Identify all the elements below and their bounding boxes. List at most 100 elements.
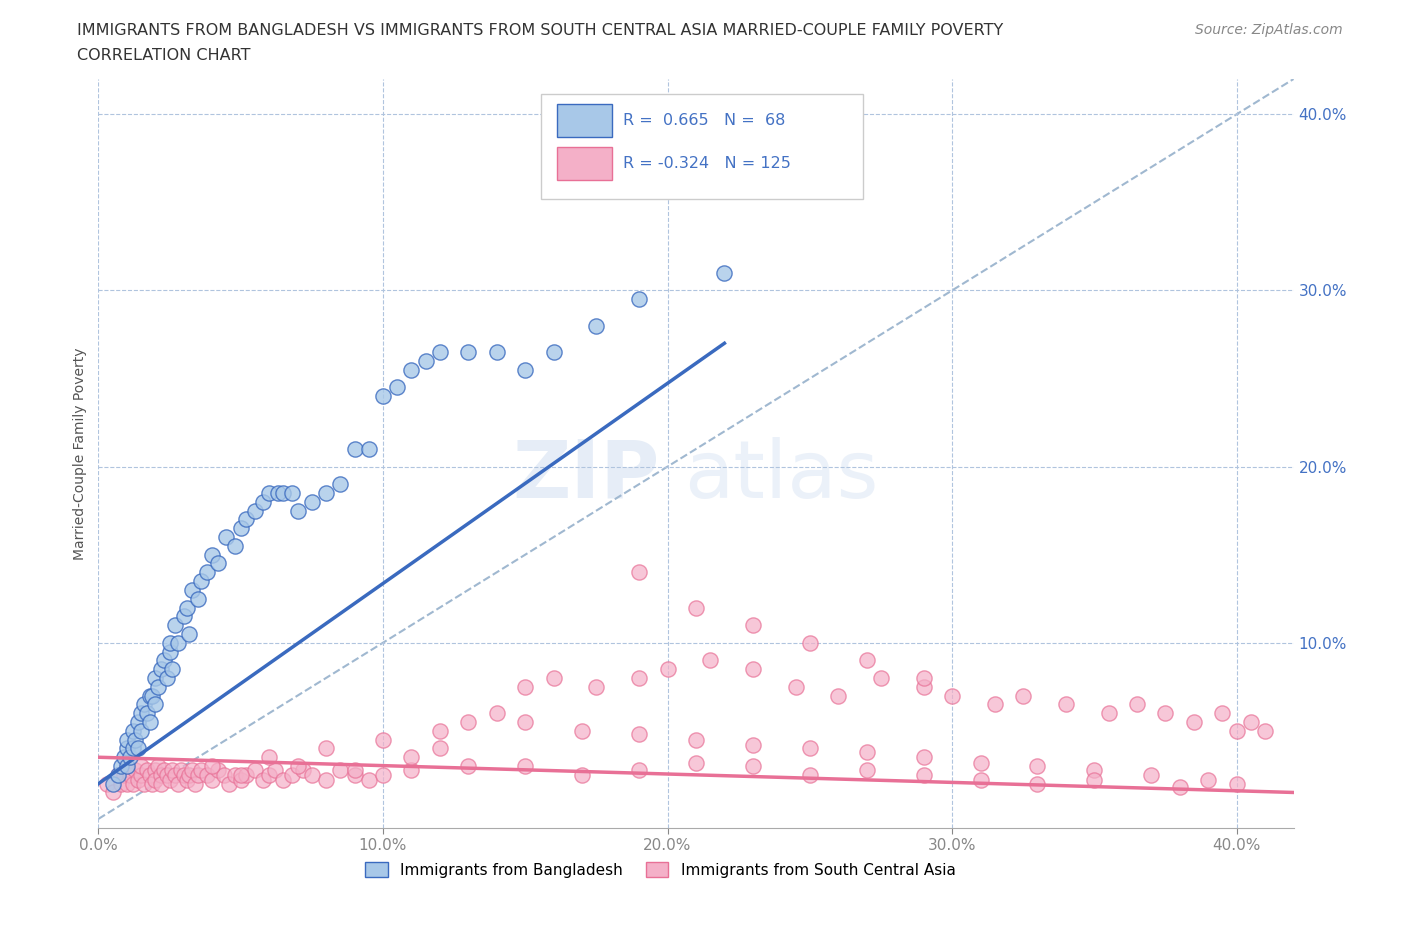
Point — [110, 777, 132, 791]
Point — [112, 750, 135, 764]
Point — [257, 485, 280, 500]
Point — [415, 353, 437, 368]
Point — [329, 762, 352, 777]
Point — [343, 767, 366, 782]
Point — [115, 759, 138, 774]
Point — [515, 679, 537, 694]
Point — [167, 635, 190, 650]
Text: R = -0.324   N = 125: R = -0.324 N = 125 — [623, 156, 792, 171]
Point — [207, 556, 229, 571]
Point — [543, 345, 565, 360]
Point — [257, 767, 280, 782]
Point — [143, 697, 166, 711]
Text: ZIP: ZIP — [513, 437, 661, 515]
Point — [190, 762, 212, 777]
Point — [870, 671, 893, 685]
Point — [179, 627, 201, 642]
Point — [457, 345, 479, 360]
Point — [799, 767, 821, 782]
Point — [571, 767, 593, 782]
Point — [124, 732, 146, 747]
Point — [127, 773, 149, 788]
Point — [1154, 706, 1177, 721]
Point — [1054, 697, 1077, 711]
Point — [173, 767, 195, 782]
Point — [287, 759, 309, 774]
Point — [799, 741, 821, 756]
Point — [165, 767, 187, 782]
Point — [628, 565, 651, 579]
Point — [115, 759, 138, 774]
Point — [135, 762, 157, 777]
Text: Source: ZipAtlas.com: Source: ZipAtlas.com — [1195, 23, 1343, 37]
Point — [132, 777, 155, 791]
Point — [941, 688, 963, 703]
Point — [107, 767, 129, 782]
Point — [267, 485, 290, 500]
Point — [628, 292, 651, 307]
Point — [315, 741, 337, 756]
Point — [713, 265, 735, 280]
Point — [159, 635, 181, 650]
Point — [187, 591, 209, 606]
Point — [173, 609, 195, 624]
Point — [741, 737, 763, 752]
Point — [96, 777, 118, 791]
Point — [969, 755, 991, 770]
Point — [1240, 714, 1263, 729]
Point — [1182, 714, 1205, 729]
Point — [371, 767, 394, 782]
Point — [129, 759, 152, 774]
Point — [827, 688, 849, 703]
Point — [1140, 767, 1163, 782]
Point — [150, 767, 173, 782]
Point — [343, 442, 366, 457]
Point — [912, 679, 935, 694]
Point — [329, 477, 352, 492]
Point — [628, 727, 651, 742]
Point — [176, 600, 198, 615]
Point — [1168, 779, 1191, 794]
Point — [115, 777, 138, 791]
Point — [257, 750, 280, 764]
Point — [176, 773, 198, 788]
Point — [127, 714, 149, 729]
Point — [143, 773, 166, 788]
Point — [156, 767, 179, 782]
Point — [148, 759, 170, 774]
Point — [129, 767, 152, 782]
Point — [457, 759, 479, 774]
Point — [401, 363, 423, 378]
Point — [301, 495, 323, 510]
Point — [138, 688, 160, 703]
Point — [685, 755, 707, 770]
Point — [143, 762, 166, 777]
Point — [315, 773, 337, 788]
Point — [1226, 777, 1249, 791]
Point — [1097, 706, 1119, 721]
Point — [107, 767, 129, 782]
Point — [118, 750, 141, 764]
Point — [281, 485, 304, 500]
Point — [121, 724, 143, 738]
Point — [292, 762, 315, 777]
Point — [315, 485, 337, 500]
Point — [201, 759, 224, 774]
Point — [785, 679, 807, 694]
Point — [1197, 773, 1219, 788]
Point — [138, 714, 160, 729]
Point — [101, 785, 124, 800]
Point — [741, 618, 763, 632]
Point — [159, 644, 181, 659]
Point — [571, 724, 593, 738]
Point — [229, 767, 252, 782]
Point — [201, 547, 224, 562]
Point — [159, 773, 181, 788]
Point — [1012, 688, 1035, 703]
Point — [685, 732, 707, 747]
Point — [1226, 724, 1249, 738]
Point — [855, 762, 877, 777]
Point — [357, 442, 380, 457]
Point — [162, 762, 184, 777]
Point — [207, 762, 229, 777]
